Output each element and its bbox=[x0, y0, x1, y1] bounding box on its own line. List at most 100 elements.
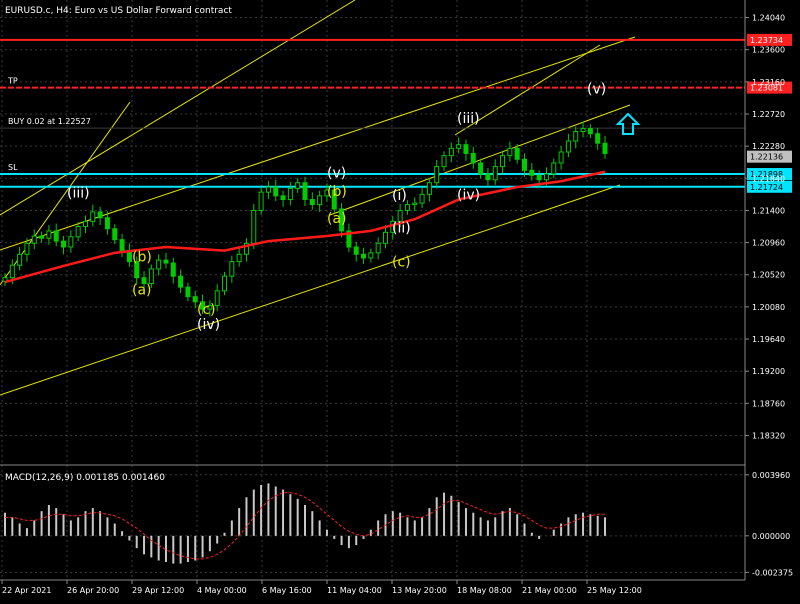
candle-body bbox=[434, 166, 440, 184]
price-tick-label: 1.23160 bbox=[752, 78, 785, 87]
candle-body bbox=[17, 253, 23, 266]
candle-body bbox=[331, 189, 337, 210]
price-levels: 1.23734 TP 1.23081 BUY 0.02 at 1.22527 SL 1.2… bbox=[0, 33, 792, 193]
candle-body bbox=[463, 144, 469, 154]
candle-body bbox=[236, 253, 242, 263]
price-level-label: SL bbox=[8, 163, 18, 172]
price-tick-label: 1.23600 bbox=[752, 46, 785, 55]
channel-trendline bbox=[0, 0, 356, 216]
price-level-label: TP bbox=[7, 77, 18, 86]
candle-body bbox=[441, 155, 447, 168]
candle-body bbox=[470, 152, 476, 164]
price-level-tag bbox=[747, 81, 792, 94]
candle-body bbox=[587, 128, 593, 135]
price-tick-label: 1.22720 bbox=[752, 110, 785, 119]
candle-body bbox=[90, 211, 96, 222]
price-level-tag-text: 1.23734 bbox=[750, 36, 783, 45]
candle-body bbox=[251, 209, 257, 244]
candle-body bbox=[39, 235, 45, 239]
wave-label: (b) bbox=[132, 250, 152, 266]
candle-body bbox=[573, 131, 579, 142]
wave-label: (i) bbox=[392, 188, 407, 204]
candle-body bbox=[478, 162, 484, 175]
candle-body bbox=[485, 173, 491, 181]
candle-body bbox=[295, 182, 301, 190]
candle-body bbox=[243, 242, 249, 255]
time-tick-label: 29 Apr 12:00 bbox=[132, 586, 184, 595]
time-tick-label: 21 May 00:00 bbox=[522, 586, 577, 595]
time-tick-label: 25 May 12:00 bbox=[587, 586, 642, 595]
candle-body bbox=[595, 133, 601, 144]
candle-body bbox=[178, 275, 184, 288]
price-tick-label: 1.22280 bbox=[752, 142, 785, 151]
moving-average bbox=[4, 170, 606, 284]
candle-body bbox=[558, 151, 564, 164]
price-level-tag bbox=[747, 180, 792, 193]
current-price-tag-text: 1.22136 bbox=[750, 153, 783, 162]
candle-body bbox=[148, 268, 154, 285]
candle-body bbox=[507, 147, 513, 157]
price-tick-label: 1.20960 bbox=[752, 239, 785, 248]
price-level-tag bbox=[747, 33, 792, 46]
candle-body bbox=[141, 277, 147, 285]
candle-body bbox=[280, 195, 286, 200]
wave-labels: (iii)(a)(b)(c)(iv)(v)(b)(a)(c)(i)(ii)(ii… bbox=[67, 82, 606, 333]
candle-body bbox=[361, 253, 367, 259]
chart-title: EURUSD.c, H4: Euro vs US Dollar Forward … bbox=[5, 6, 232, 16]
candle-body bbox=[31, 235, 37, 244]
price-tick-label: 1.19200 bbox=[752, 367, 785, 376]
channel-trendline bbox=[0, 36, 636, 251]
price-candles bbox=[2, 122, 608, 317]
wave-label: (v) bbox=[587, 82, 606, 98]
wave-label: (ii) bbox=[392, 220, 411, 236]
candle-body bbox=[346, 230, 352, 248]
price-tick-label: 1.19640 bbox=[752, 335, 785, 344]
candle-body bbox=[265, 186, 271, 193]
candle-body bbox=[119, 239, 125, 252]
candle-body bbox=[134, 261, 140, 279]
macd-panel: 0.003960 0.000000 -0.002375 bbox=[0, 471, 793, 577]
channel-trendline bbox=[454, 44, 601, 136]
macd-tick-label: 0.003960 bbox=[752, 471, 790, 480]
price-level-tag-text: 1.23081 bbox=[750, 84, 783, 93]
price-tick-label: 1.18760 bbox=[752, 399, 785, 408]
candle-body bbox=[580, 128, 586, 133]
grid-layer bbox=[0, 0, 745, 580]
wave-label: (iv) bbox=[197, 317, 220, 333]
candle-body bbox=[9, 264, 15, 279]
price-tick-label: 1.24040 bbox=[752, 14, 785, 23]
candle-body bbox=[207, 304, 213, 310]
time-tick-label: 11 May 04:00 bbox=[327, 586, 382, 595]
candle-body bbox=[375, 242, 381, 254]
candle-body bbox=[543, 173, 549, 181]
candle-body bbox=[551, 162, 557, 175]
candle-body bbox=[419, 193, 425, 204]
wave-label: (c) bbox=[197, 302, 216, 318]
candle-body bbox=[448, 147, 454, 157]
price-tick-label: 1.20520 bbox=[752, 271, 785, 280]
price-tick-label: 1.21400 bbox=[752, 206, 785, 215]
candle-body bbox=[61, 240, 67, 248]
candle-body bbox=[82, 220, 88, 228]
candle-body bbox=[222, 275, 228, 292]
time-tick-label: 13 May 20:00 bbox=[392, 586, 447, 595]
candle-body bbox=[529, 169, 535, 176]
candle-body bbox=[104, 217, 110, 230]
candle-body bbox=[382, 231, 388, 244]
candle-body bbox=[456, 144, 462, 149]
wave-label: (a) bbox=[327, 211, 347, 227]
candle-body bbox=[185, 286, 191, 298]
wave-label: (iii) bbox=[457, 111, 480, 127]
candle-body bbox=[514, 147, 520, 160]
candle-body bbox=[602, 142, 608, 154]
channel-trendline bbox=[0, 184, 621, 396]
candle-body bbox=[75, 226, 81, 238]
price-tick-label: 1.18320 bbox=[752, 432, 785, 441]
candle-body bbox=[112, 228, 118, 241]
candle-body bbox=[309, 198, 315, 206]
candle-body bbox=[273, 186, 279, 197]
macd-signal-line bbox=[5, 492, 605, 560]
time-tick-label: 4 May 00:00 bbox=[197, 586, 247, 595]
time-tick-label: 26 Apr 20:00 bbox=[67, 586, 119, 595]
candle-body bbox=[500, 155, 506, 168]
